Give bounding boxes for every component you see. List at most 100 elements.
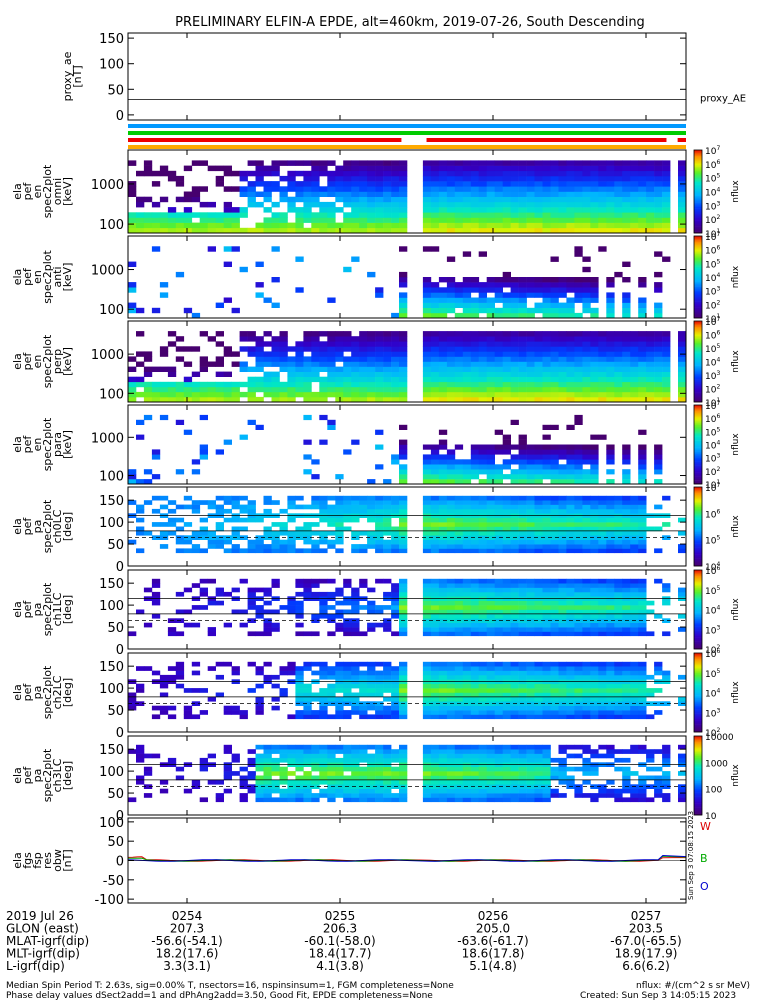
y-tick-label: 0 <box>116 855 124 870</box>
proxy-ae-legend: proxy_AE <box>700 94 746 105</box>
cbar-tick-label: 106 <box>705 245 720 257</box>
panel-frame <box>127 735 687 816</box>
y-axis-label: pef <box>21 352 34 371</box>
panel-frame <box>127 404 687 485</box>
chart-title: PRELIMINARY ELFIN-A EPDE, alt=460km, 201… <box>175 15 645 30</box>
cbar-tick-label: 104 <box>705 688 720 700</box>
panel-frame <box>127 32 687 121</box>
cbar-tick-label: 107 <box>705 400 720 412</box>
y-axis-label: [deg] <box>61 678 74 707</box>
panel-frame <box>127 149 687 234</box>
y-axis-label: [keV] <box>61 177 74 206</box>
y-tick-label: 100 <box>99 303 124 318</box>
orbit-row-value: 4.1(3.8) <box>316 959 364 973</box>
y-tick-label: 150 <box>99 494 124 509</box>
y-tick-label: 100 <box>99 218 124 233</box>
y-tick-label: 150 <box>99 743 124 758</box>
y-tick-label: -50 <box>103 874 124 889</box>
panel-en2: 101102103104105106107nflux1001000elapefe… <box>11 231 741 325</box>
y-axis-label: pef <box>21 766 34 785</box>
y-axis-label: pa <box>31 520 44 534</box>
orbit-row-value: -63.6(-61.7) <box>457 934 528 948</box>
orbit-row-label: L-igrf(dip) <box>6 959 65 973</box>
panel-en1: 101102103104105106107nflux1001000elapefe… <box>11 145 741 240</box>
fgs-legend-label: B <box>700 852 708 865</box>
orbit-row-value: 205.0 <box>476 922 510 936</box>
status-bar-0 <box>128 124 686 128</box>
cbar-tick-label: 1000 <box>705 759 728 769</box>
y-axis-label: ch0LC <box>51 509 64 543</box>
y-tick-label: 100 <box>99 516 124 531</box>
panel-en4: 101102103104105106107nflux1001000elapefe… <box>11 400 741 491</box>
y-axis-label: para <box>51 432 64 457</box>
y-tick-label: 1000 <box>91 264 124 279</box>
cbar-tick-label: 103 <box>705 624 720 636</box>
y-tick-label: 100 <box>99 470 124 485</box>
y-axis-label: spec2plot <box>41 748 54 802</box>
y-axis-label: anti <box>51 266 64 287</box>
y-tick-label: 150 <box>99 32 124 47</box>
fgs-legend-label: W <box>700 820 711 833</box>
y-tick-label: 1000 <box>91 431 124 446</box>
cbar-tick-label: 102 <box>705 466 720 478</box>
y-axis-label: spec2plot <box>41 250 54 304</box>
y-tick-label: 1000 <box>91 348 124 363</box>
cbar-tick-label: 106 <box>705 413 720 425</box>
y-axis-label: pa <box>31 603 44 617</box>
cbar-tick-label: 104 <box>705 187 720 199</box>
cbar-tick-label: 102 <box>705 214 720 226</box>
panel-en3: 101102103104105106107nflux1001000elapefe… <box>11 316 741 409</box>
y-axis-label: [deg] <box>61 761 74 790</box>
y-axis-label: spec2plot <box>41 334 54 388</box>
cbar-tick-label: 106 <box>705 159 720 171</box>
cbar-tick-label: 102 <box>705 299 720 311</box>
cbar-tick-label: 106 <box>705 648 720 660</box>
status-bar-2 <box>426 138 667 142</box>
y-tick-label: 100 <box>99 765 124 780</box>
footer-right-2: Created: Sun Sep 3 14:05:15 2023 <box>580 991 736 1000</box>
y-axis-label: ela <box>11 436 24 453</box>
y-tick-label: 50 <box>107 704 124 719</box>
orbit-row-value: 207.3 <box>170 922 204 936</box>
status-bar-2 <box>128 138 402 142</box>
y-tick-label: 50 <box>107 538 124 553</box>
orbit-row-value: 0256 <box>478 909 509 923</box>
y-axis-label: [nT] <box>71 65 84 87</box>
colorbar-pa3: 10 100 1000 10000 nflux <box>693 733 741 822</box>
orbit-row-value: 18.9(17.9) <box>615 947 678 961</box>
orbit-row-label: 2019 Jul 26 <box>6 909 74 923</box>
y-axis-label: spec2plot <box>41 417 54 471</box>
y-axis-label: en <box>31 355 44 369</box>
cbar-label: nflux <box>731 180 741 203</box>
cbar-tick-label: 10000 <box>705 733 734 743</box>
panel-pa2: 102103104105106nflux050100150elapefpaspe… <box>11 648 741 741</box>
y-axis-label: fgs <box>21 852 34 869</box>
cbar-label: nflux <box>731 764 741 787</box>
cbar-tick-label: 100 <box>705 786 722 796</box>
orbit-row-label: MLT-igrf(dip) <box>6 947 80 961</box>
y-axis-label: ela <box>11 183 24 200</box>
y-axis-label: spec2plot <box>41 499 54 553</box>
orbit-row-value: 3.3(3.1) <box>163 959 211 973</box>
orbit-row-value: 18.2(17.6) <box>156 947 219 961</box>
y-axis-label: [deg] <box>61 595 74 624</box>
orbit-row-value: 203.5 <box>629 922 663 936</box>
status-bars <box>128 124 686 149</box>
y-axis-label: [keV] <box>61 430 74 459</box>
cbar-tick-label: 105 <box>705 173 720 185</box>
y-tick-label: 50 <box>107 621 124 636</box>
cbar-tick-label: 103 <box>705 453 720 465</box>
status-bar-1 <box>128 131 686 135</box>
y-tick-label: 0 <box>116 109 124 124</box>
cbar-tick-label: 10 <box>705 812 717 822</box>
y-axis-label: en <box>31 185 44 199</box>
y-axis-label: obw <box>51 849 64 872</box>
y-axis-label: pef <box>21 600 34 619</box>
orbit-row-value: 0254 <box>172 909 203 923</box>
y-axis-label: proxy_ae <box>61 51 74 101</box>
cbar-label: nflux <box>731 515 741 538</box>
cbar-tick-label: 105 <box>705 535 720 547</box>
